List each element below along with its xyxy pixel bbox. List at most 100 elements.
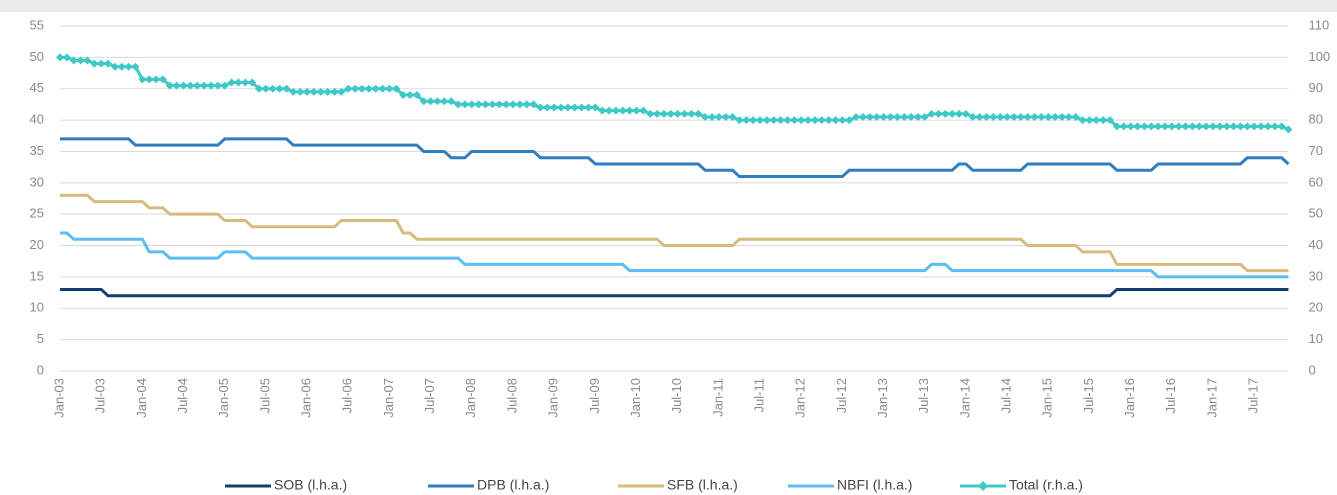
- point-marker: [563, 103, 572, 112]
- point-marker: [831, 116, 840, 125]
- point-marker: [385, 84, 394, 93]
- y2-tick-label: 80: [1308, 112, 1322, 127]
- point-marker: [309, 87, 318, 96]
- point-marker: [337, 87, 346, 96]
- point-marker: [591, 103, 600, 112]
- point-marker: [598, 106, 607, 115]
- point-marker: [1243, 122, 1252, 131]
- y-tick-label: 25: [30, 206, 44, 221]
- point-marker: [1044, 112, 1053, 121]
- point-marker: [756, 116, 765, 125]
- point-marker: [1126, 122, 1135, 131]
- x-tick-label: Jan-04: [134, 378, 149, 418]
- point-marker: [749, 116, 758, 125]
- x-tick-label: Jan-05: [216, 378, 231, 418]
- point-marker: [1023, 112, 1032, 121]
- point-marker: [1284, 125, 1293, 134]
- x-tick-label: Jan-08: [463, 378, 478, 418]
- point-marker: [1257, 122, 1266, 131]
- x-tick-label: Jul-14: [999, 378, 1014, 413]
- point-marker: [261, 84, 270, 93]
- point-marker: [1140, 122, 1149, 131]
- point-marker: [515, 100, 524, 109]
- point-marker: [104, 59, 113, 68]
- point-marker: [220, 81, 229, 90]
- x-tick-label: Jan-16: [1122, 378, 1137, 418]
- point-marker: [124, 62, 133, 71]
- point-marker: [659, 109, 668, 118]
- point-marker: [824, 116, 833, 125]
- point-marker: [1030, 112, 1039, 121]
- legend-marker: [978, 481, 988, 491]
- point-marker: [508, 100, 517, 109]
- point-marker: [351, 84, 360, 93]
- point-marker: [117, 62, 126, 71]
- point-marker: [268, 84, 277, 93]
- point-marker: [653, 109, 662, 118]
- x-tick-label: Jul-12: [834, 378, 849, 413]
- point-marker: [886, 112, 895, 121]
- point-marker: [543, 103, 552, 112]
- y2-tick-label: 90: [1308, 80, 1322, 95]
- point-marker: [138, 75, 147, 84]
- point-marker: [255, 84, 264, 93]
- y2-tick-label: 100: [1308, 49, 1330, 64]
- legend-text: SFB (l.h.a.): [667, 477, 738, 493]
- point-marker: [920, 112, 929, 121]
- point-marker: [447, 97, 456, 106]
- point-marker: [158, 75, 167, 84]
- point-marker: [488, 100, 497, 109]
- point-marker: [735, 116, 744, 125]
- point-marker: [1064, 112, 1073, 121]
- y2-tick-label: 0: [1308, 362, 1315, 377]
- point-marker: [1099, 116, 1108, 125]
- x-tick-label: Jul-05: [257, 378, 272, 413]
- point-marker: [1092, 116, 1101, 125]
- point-marker: [1202, 122, 1211, 131]
- point-marker: [879, 112, 888, 121]
- point-marker: [481, 100, 490, 109]
- point-marker: [1215, 122, 1224, 131]
- point-marker: [378, 84, 387, 93]
- y-tick-label: 15: [30, 268, 44, 283]
- y2-tick-label: 110: [1308, 17, 1329, 32]
- point-marker: [845, 116, 854, 125]
- point-marker: [110, 62, 119, 71]
- point-marker: [776, 116, 785, 125]
- point-marker: [529, 100, 538, 109]
- point-marker: [666, 109, 675, 118]
- point-marker: [577, 103, 586, 112]
- point-marker: [934, 109, 943, 118]
- point-marker: [1112, 122, 1121, 131]
- point-marker: [790, 116, 799, 125]
- series-line: [60, 287, 1289, 298]
- x-tick-label: Jan-10: [628, 378, 643, 418]
- point-marker: [206, 81, 215, 90]
- point-marker: [330, 87, 339, 96]
- point-marker: [536, 103, 545, 112]
- point-marker: [913, 112, 922, 121]
- x-tick-label: Jan-12: [793, 378, 808, 418]
- top-band: [0, 0, 1337, 12]
- point-marker: [454, 100, 463, 109]
- point-marker: [955, 109, 964, 118]
- point-marker: [687, 109, 696, 118]
- point-marker: [344, 84, 353, 93]
- point-marker: [1003, 112, 1012, 121]
- point-marker: [1229, 122, 1238, 131]
- y2-tick-label: 70: [1308, 143, 1322, 158]
- x-tick-label: Jan-11: [710, 378, 725, 417]
- point-marker: [762, 116, 771, 125]
- point-marker: [1078, 116, 1087, 125]
- point-marker: [900, 112, 909, 121]
- point-marker: [1250, 122, 1259, 131]
- point-marker: [357, 84, 366, 93]
- point-marker: [1119, 122, 1128, 131]
- x-tick-label: Jul-08: [504, 378, 519, 413]
- point-marker: [440, 97, 449, 106]
- point-marker: [1133, 122, 1142, 131]
- x-tick-label: Jul-16: [1163, 378, 1178, 413]
- y-tick-label: 30: [30, 174, 44, 189]
- x-tick-label: Jan-03: [51, 378, 66, 418]
- point-marker: [804, 116, 813, 125]
